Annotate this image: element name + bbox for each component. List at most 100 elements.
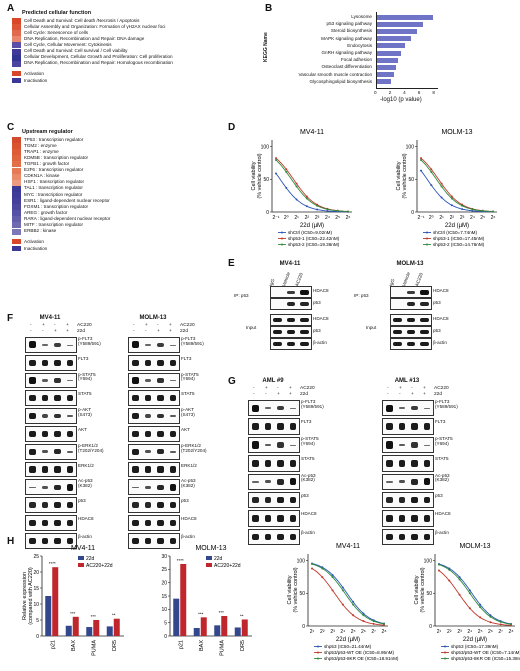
- panel-d-x-label: 22d (µM): [445, 223, 469, 229]
- panel-g-group-title: AML #9: [262, 378, 284, 384]
- panel-f-band: [144, 379, 151, 382]
- panel-c-row-label: MYC : transcription regulator: [24, 191, 83, 197]
- panel-c-title: Upstream regulator: [22, 129, 73, 135]
- kegg-bar: [376, 79, 391, 85]
- panel-i-data-point: [438, 569, 440, 572]
- panel-g-band: [289, 496, 296, 504]
- panel-d-legend-marker: [426, 237, 428, 240]
- panel-f-band: [144, 344, 151, 346]
- panel-label-e: E: [228, 258, 235, 269]
- panel-f-band: [41, 414, 48, 418]
- panel-i-data-point: [458, 578, 461, 581]
- panel-h-expression-charts: MV4-11 0 5 10 15 20 25 Relative expression (comp…: [22, 545, 252, 656]
- panel-e-blot-strip: [390, 338, 432, 350]
- panel-f-blot-strip: [25, 497, 77, 513]
- panel-f-blot-strip: [128, 426, 180, 442]
- panel-h-chart-0: MV4-11 0 5 10 15 20 25 Relative expression (comp…: [22, 545, 124, 656]
- panel-c-heat-cell: [12, 173, 21, 180]
- panel-f-band: [29, 395, 36, 402]
- panel-i-legend-label: shp53/p53-WT OE (IC50=7.14nM): [451, 650, 520, 655]
- panel-f-blot-strip: [128, 390, 180, 407]
- panel-e-band: [286, 341, 296, 347]
- panel-d-data-point: [285, 168, 288, 171]
- panel-f-row-label: AKT: [78, 427, 87, 432]
- panel-g-condition-mark: -: [411, 386, 413, 391]
- panel-d-y-tick: 100: [261, 144, 270, 150]
- panel-f-row-label: p-ERK1/2 (T202/Y204): [181, 442, 207, 453]
- panel-g-band: [289, 515, 296, 522]
- panel-d-series-line: [275, 157, 349, 212]
- panel-a-legend-label: Activation: [24, 70, 44, 76]
- panel-g-band: [264, 460, 271, 467]
- panel-f-blot-strip: [25, 443, 77, 460]
- panel-g-band: [277, 515, 284, 522]
- panel-i-data-point: [448, 579, 451, 582]
- panel-g-band: [386, 515, 393, 522]
- panel-g-band: [252, 404, 259, 412]
- panel-g-band: [252, 441, 259, 449]
- panel-c-heat-cell: [12, 228, 21, 235]
- panel-i-x-tick: 2⁴: [467, 629, 472, 635]
- panel-f-band: [157, 395, 164, 402]
- panel-g-band: [423, 496, 430, 504]
- panel-c-row-label: E2F6 : transcription regulator: [24, 167, 84, 173]
- panel-f-row-label: Ac-p53 (K382): [181, 478, 196, 489]
- panel-f-blot-strip: [128, 532, 180, 549]
- panel-g-band: [289, 407, 296, 409]
- panel-g-band: [277, 406, 284, 411]
- panel-c-heat-cell: [12, 191, 21, 198]
- panel-h-y-tick: 0: [36, 634, 39, 640]
- panel-i-legend-label: shp53 (IC50=17.39nM): [451, 644, 499, 649]
- panel-c-heat-cell: [12, 204, 21, 211]
- panel-i-data-point: [331, 576, 334, 579]
- panel-d-x-tick: 2⁰: [429, 215, 434, 221]
- panel-e-band: [420, 341, 429, 347]
- panel-f-band: [54, 537, 61, 544]
- panel-f-band: [66, 430, 73, 437]
- panel-f-band: [169, 537, 176, 544]
- panel-e-band: [406, 329, 416, 335]
- panel-e-band: [406, 302, 416, 306]
- panel-g-blot-strip: [248, 473, 300, 490]
- panel-g-band: [264, 407, 271, 409]
- panel-c-row-label: TP53 : transcription regulator: [24, 136, 84, 142]
- panel-i-data-point: [479, 616, 482, 619]
- panel-f-band: [169, 450, 176, 453]
- panel-d-data-point: [347, 210, 349, 213]
- panel-f-band: [144, 519, 151, 526]
- panel-f-band: [169, 359, 176, 366]
- panel-f-band: [144, 466, 151, 473]
- panel-e-band: [406, 341, 416, 347]
- panel-d-y-label: (% vehicle control): [402, 153, 408, 198]
- panel-h-bar: [180, 564, 187, 636]
- panel-f-band: [169, 395, 176, 402]
- panel-f-band: [157, 537, 164, 544]
- panel-g-blot-strip: [382, 492, 434, 509]
- panel-a-row-label: Cell Death and Survival: Cell survival /…: [24, 48, 128, 54]
- panel-label-d: D: [228, 122, 236, 133]
- panel-b-axis-title: KEGG Name: [263, 32, 269, 62]
- panel-i-data-point: [372, 622, 375, 625]
- panel-i-data-point: [331, 573, 334, 576]
- panel-d-data-point: [420, 169, 422, 172]
- panel-h-significance: ***: [198, 611, 204, 616]
- panel-d-data-point: [461, 204, 464, 207]
- panel-f-condition-name: AC220: [180, 323, 195, 328]
- panel-g-row-label: p-STAT5 (Y694): [301, 435, 319, 446]
- panel-f-band: [41, 537, 48, 544]
- panel-d-data-point: [450, 204, 453, 207]
- panel-f-condition-mark: -: [54, 323, 56, 328]
- panel-f-band: [41, 450, 48, 454]
- panel-f-band: [66, 415, 73, 418]
- panel-h-y-tick: 10: [161, 607, 167, 613]
- panel-f-condition-name: AC220: [77, 323, 92, 328]
- panel-e-row-label: p53: [313, 328, 321, 333]
- panel-h-y-tick: 0: [164, 634, 167, 640]
- panel-f-row-label: p53: [181, 498, 189, 504]
- panel-d-data-point: [430, 168, 433, 171]
- panel-i-legend-marker: [444, 651, 446, 654]
- panel-i-x-label: 22d (µM): [463, 637, 487, 643]
- kegg-bar: [376, 64, 397, 70]
- panel-i-legend-marker: [317, 651, 319, 654]
- panel-f-band: [169, 519, 176, 526]
